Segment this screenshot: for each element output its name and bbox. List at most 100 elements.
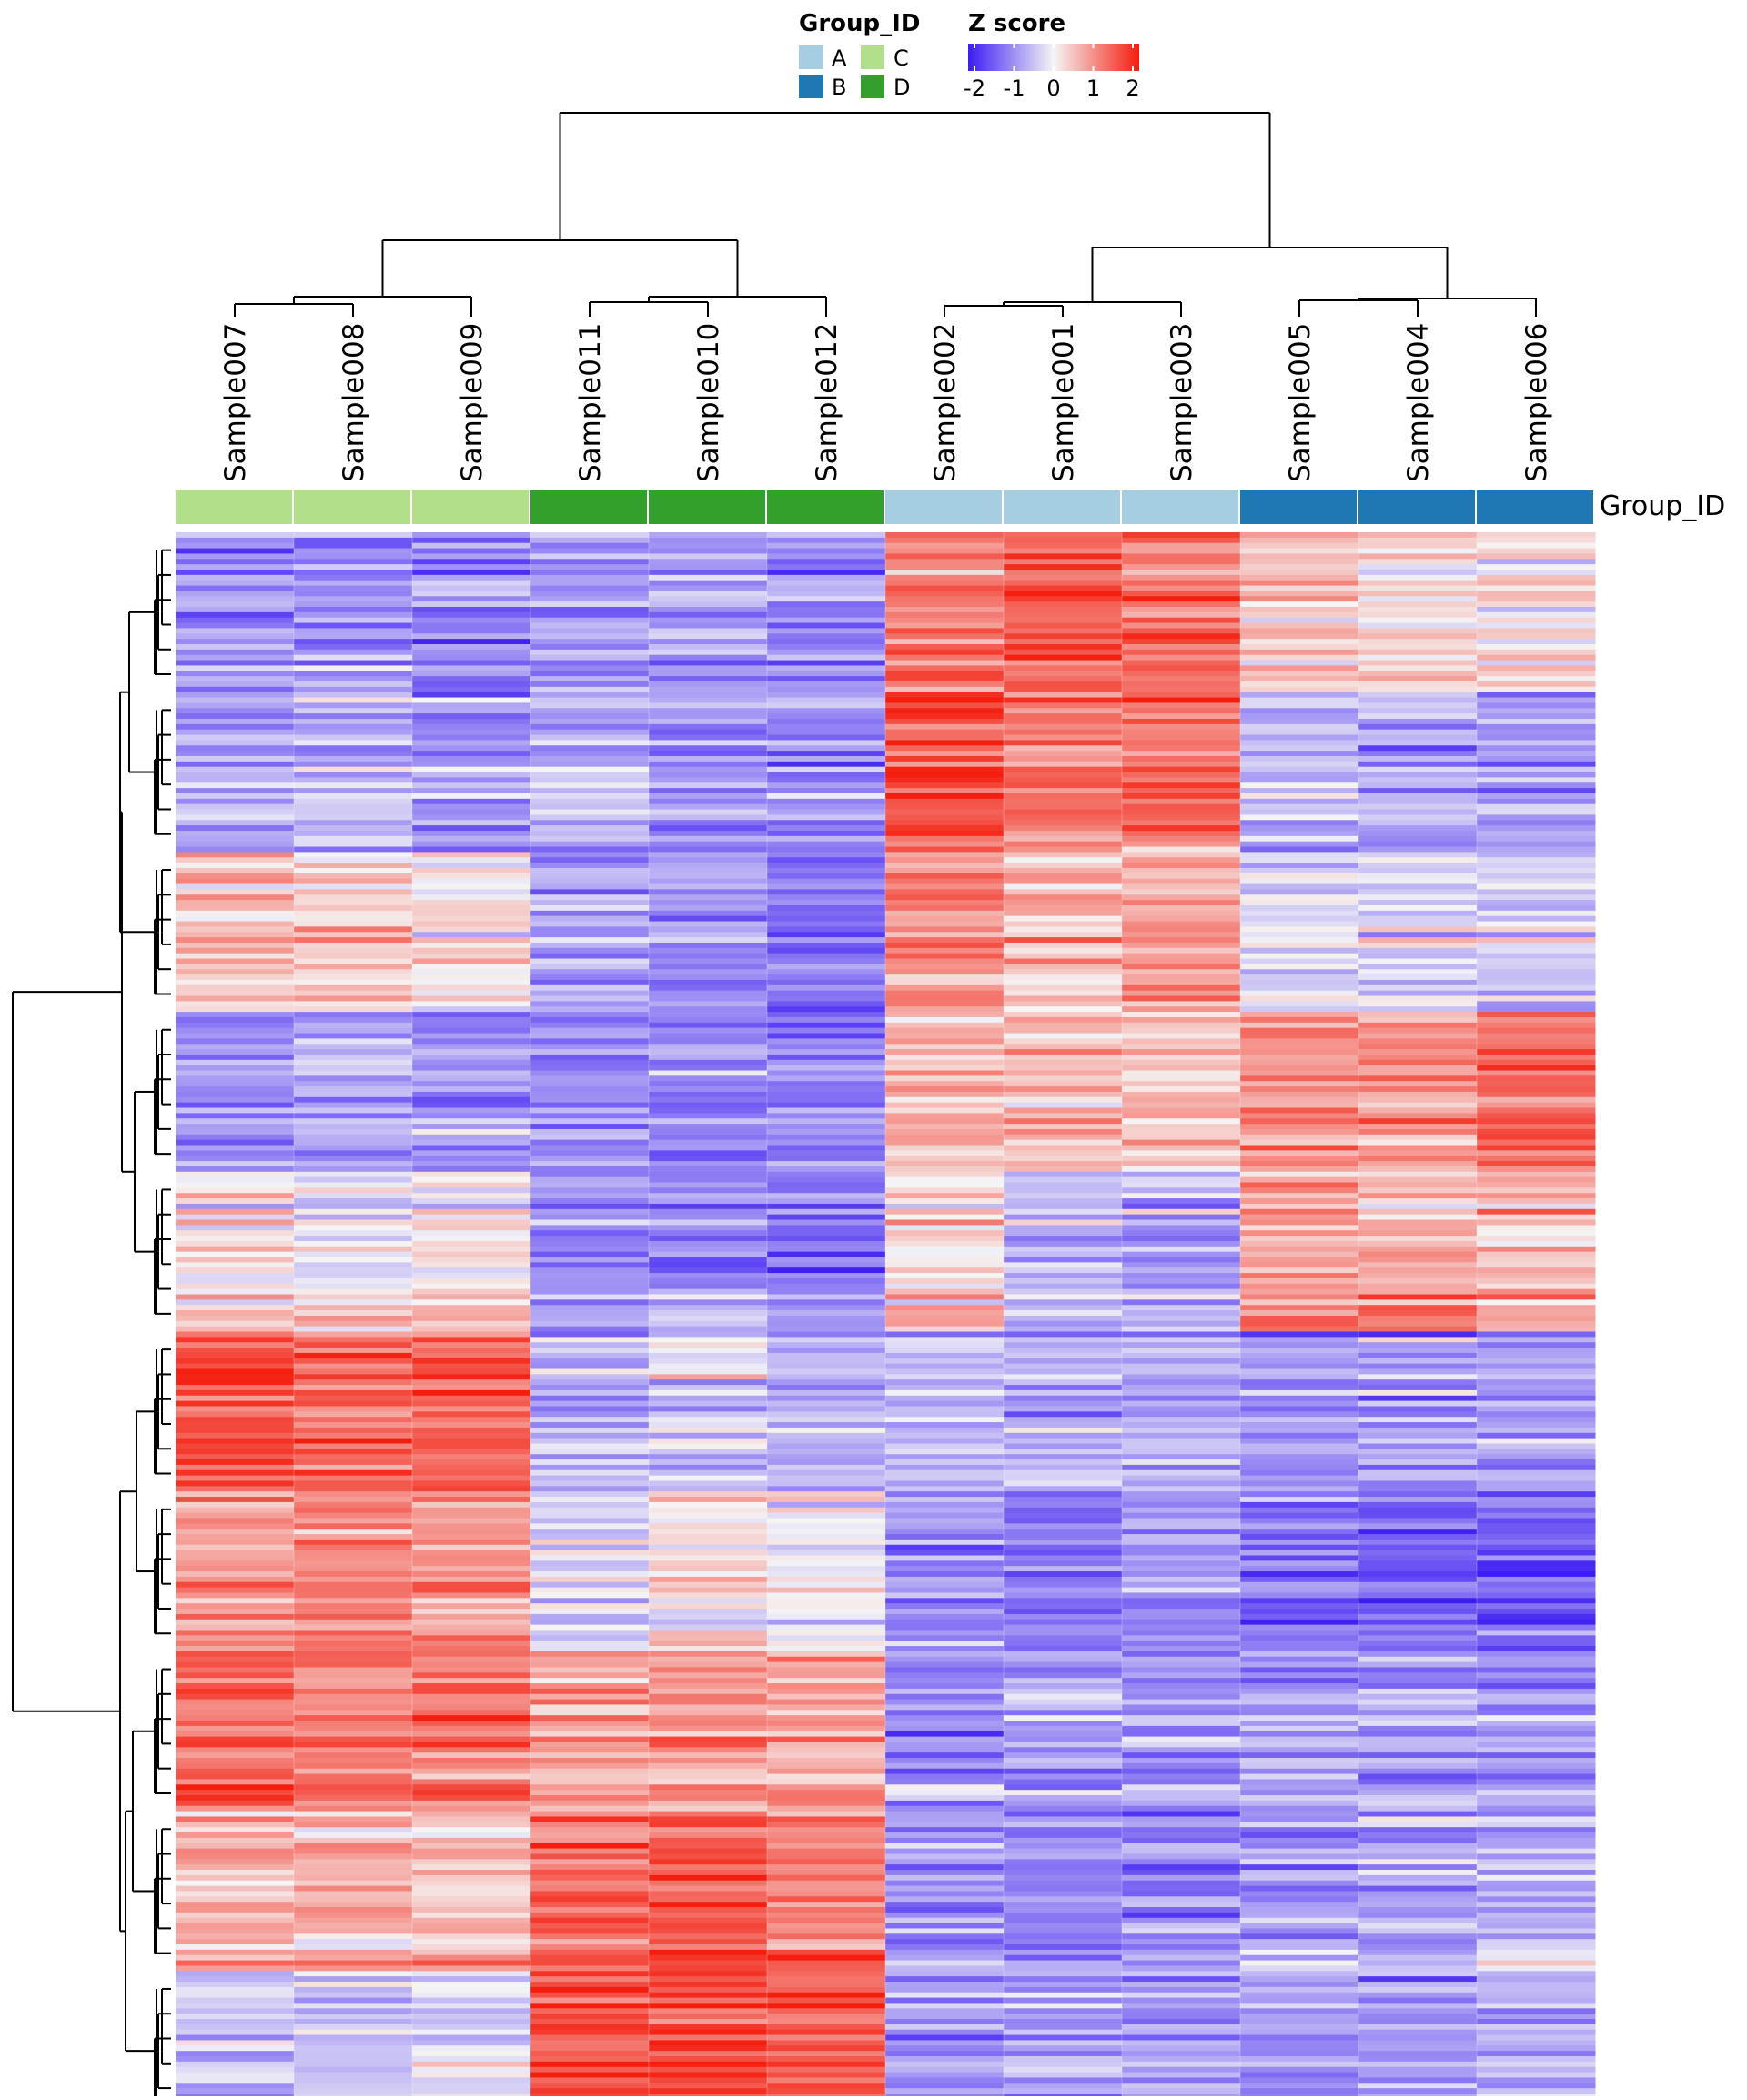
- heatmap-cell: [1358, 1368, 1478, 1375]
- heatmap-cell: [1477, 1688, 1596, 1695]
- heatmap-cell: [1004, 1891, 1123, 1897]
- heatmap-cell: [1358, 1305, 1478, 1311]
- heatmap-cell: [176, 665, 295, 671]
- heatmap-cell: [294, 1022, 413, 1029]
- heatmap-cell: [885, 1587, 1005, 1593]
- heatmap-cell: [412, 1230, 531, 1237]
- heatmap-cell: [1004, 1299, 1123, 1306]
- heatmap-cell: [649, 1315, 768, 1322]
- heatmap-cell: [412, 2083, 531, 2089]
- heatmap-cell: [294, 1534, 413, 1540]
- heatmap-cell: [1358, 1891, 1478, 1897]
- heatmap-cell: [767, 1044, 886, 1050]
- heatmap-cell: [176, 1337, 295, 1343]
- heatmap-cell: [1240, 1139, 1359, 1146]
- heatmap-cell: [1358, 1758, 1478, 1764]
- heatmap-cell: [1240, 755, 1359, 762]
- heatmap-cell: [1122, 574, 1241, 581]
- heatmap-cell: [885, 2040, 1005, 2046]
- heatmap-cell: [294, 1124, 413, 1130]
- heatmap-cell: [649, 601, 768, 608]
- heatmap-cell: [649, 2024, 768, 2031]
- heatmap-cell: [885, 1469, 1005, 1477]
- heatmap-cell: [530, 1262, 650, 1268]
- heatmap-cell: [530, 542, 650, 550]
- heatmap-cell: [176, 2045, 295, 2052]
- heatmap-cell: [294, 654, 413, 661]
- heatmap-cell: [1240, 1891, 1359, 1897]
- heatmap-cell: [294, 1262, 413, 1268]
- heatmap-cell: [294, 1294, 413, 1300]
- heatmap-cell: [1477, 1171, 1596, 1178]
- heatmap-cell: [1240, 1299, 1359, 1306]
- heatmap-cell: [1122, 1560, 1241, 1567]
- heatmap-cell: [649, 772, 768, 778]
- heatmap-cell: [1477, 1236, 1596, 1242]
- heatmap-cell: [1358, 1198, 1478, 1205]
- heatmap-cell: [1240, 777, 1359, 783]
- heatmap-cell: [767, 1742, 886, 1748]
- heatmap-cell: [1004, 1773, 1123, 1780]
- heatmap-cell: [1477, 1156, 1596, 1162]
- heatmap-cell: [1122, 766, 1241, 773]
- heatmap-cell: [176, 708, 295, 714]
- heatmap-cell: [767, 1240, 886, 1247]
- heatmap-cell: [649, 1203, 768, 1210]
- heatmap-cell: [649, 1128, 768, 1136]
- heatmap-cell: [885, 863, 1005, 869]
- heatmap-cell: [649, 793, 768, 800]
- heatmap-cell: [176, 1348, 295, 1354]
- heatmap-cell: [1477, 1389, 1596, 1397]
- heatmap-cell: [1004, 1721, 1123, 1727]
- heatmap-cell: [1477, 969, 1596, 975]
- heatmap-cell: [1477, 1885, 1596, 1892]
- heatmap-cell: [176, 1277, 295, 1285]
- heatmap-cell: [885, 809, 1005, 815]
- heatmap-cell: [1477, 1310, 1596, 1317]
- heatmap-cell: [767, 702, 886, 709]
- heatmap-cell: [1358, 1352, 1478, 1359]
- heatmap-cell: [530, 1054, 650, 1061]
- heatmap-cell: [530, 894, 650, 901]
- heatmap-cell: [1358, 649, 1478, 656]
- heatmap-cell: [530, 1693, 650, 1701]
- heatmap-cell: [885, 596, 1005, 602]
- heatmap-cell: [1240, 1742, 1359, 1748]
- heatmap-cell: [1477, 1507, 1596, 1514]
- heatmap-cell: [649, 643, 768, 651]
- heatmap-cell: [294, 1544, 413, 1551]
- heatmap-cell: [1122, 1550, 1241, 1556]
- heatmap-cell: [294, 606, 413, 613]
- heatmap-cell: [1358, 1454, 1478, 1460]
- heatmap-cell: [1477, 1096, 1596, 1104]
- heatmap-cell: [1477, 1859, 1596, 1865]
- heatmap-cell: [1240, 1406, 1359, 1412]
- heatmap-cell: [767, 2088, 886, 2095]
- heatmap-cell: [1004, 1257, 1123, 1263]
- heatmap-cell: [1122, 878, 1241, 885]
- heatmap-cell: [1240, 1566, 1359, 1572]
- heatmap-cell: [1477, 1187, 1596, 1194]
- heatmap-cell: [885, 1710, 1005, 1716]
- heatmap-cell: [1004, 676, 1123, 682]
- heatmap-cell: [1004, 591, 1123, 597]
- heatmap-cell: [1358, 2029, 1478, 2036]
- heatmap-cell: [649, 1443, 768, 1449]
- heatmap-cell: [767, 1065, 886, 1072]
- heatmap-cell: [294, 1182, 413, 1188]
- heatmap-cell: [1122, 665, 1241, 671]
- heatmap-cell: [767, 953, 886, 960]
- heatmap-cell: [1358, 559, 1478, 565]
- heatmap-cell: [1240, 1182, 1359, 1188]
- heatmap-cell: [649, 1566, 768, 1572]
- heatmap-cell: [1358, 1379, 1478, 1386]
- heatmap-cell: [294, 1065, 413, 1072]
- heatmap-cell: [1477, 1139, 1596, 1146]
- heatmap-cell: [649, 1971, 768, 1977]
- heatmap-cell: [1477, 1880, 1596, 1887]
- heatmap-cell: [1004, 1049, 1123, 1055]
- heatmap-cell: [294, 1283, 413, 1290]
- heatmap-cell: [1477, 1656, 1596, 1663]
- heatmap-cell: [1122, 1469, 1241, 1477]
- heatmap-cell: [885, 1171, 1005, 1178]
